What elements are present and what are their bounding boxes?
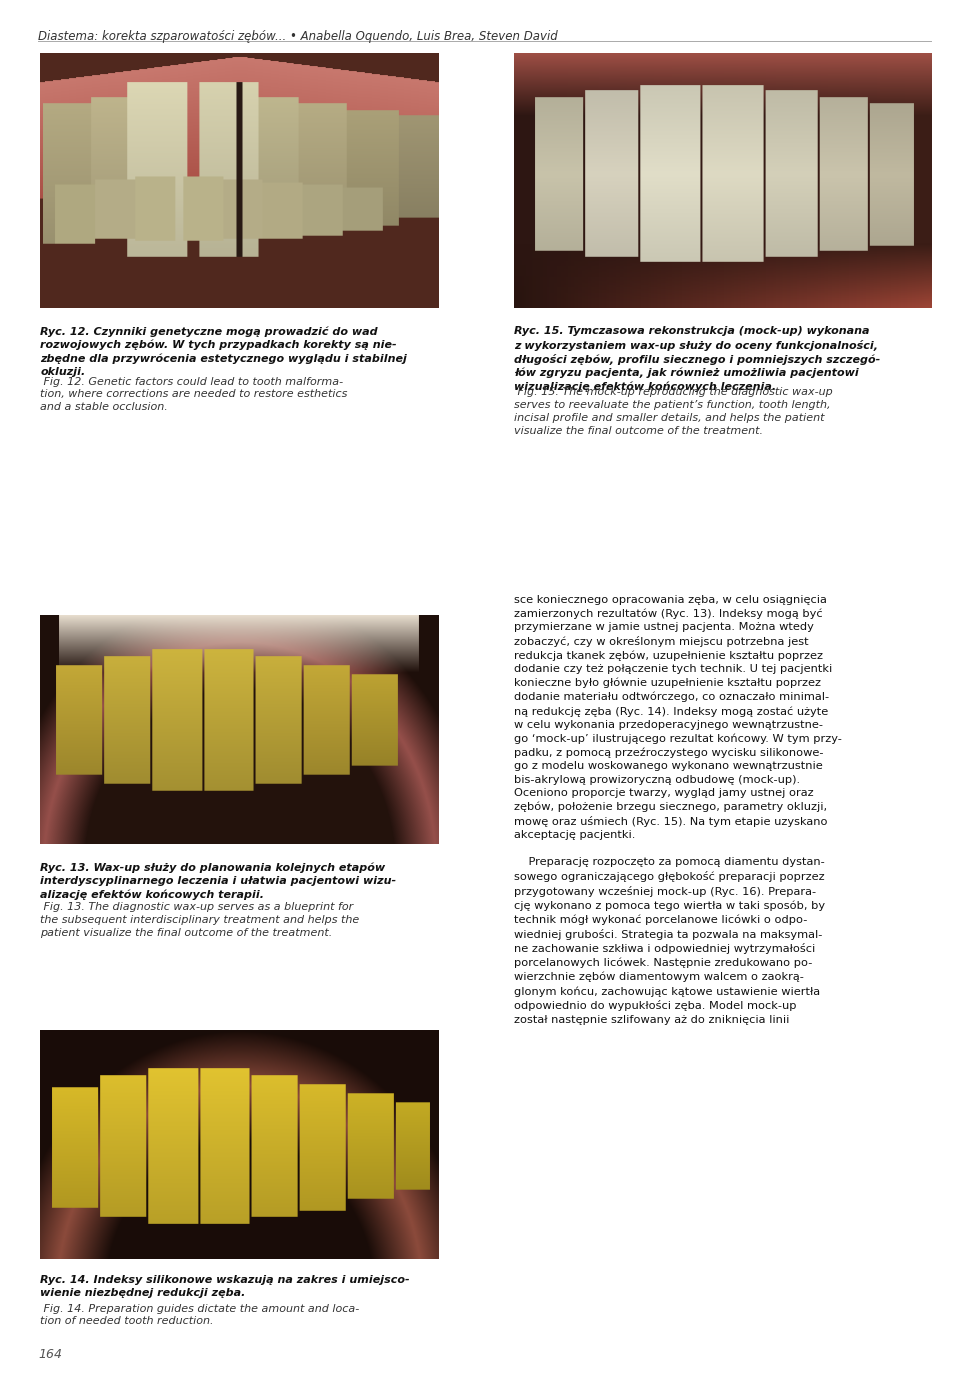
Text: 13: 13 xyxy=(412,822,431,835)
Text: sce koniecznego opracowania zęba, w celu osiągnięcia
zamierzonych rezultatów (Ry: sce koniecznego opracowania zęba, w celu… xyxy=(514,595,842,1025)
Text: Fig. 13. The diagnostic wax-up serves as a blueprint for
the subsequent interdis: Fig. 13. The diagnostic wax-up serves as… xyxy=(40,902,360,938)
Text: 14: 14 xyxy=(412,1236,431,1250)
Text: Ryc. 13. Wax-up służy do planowania kolejnych etapów
interdyscyplinarnego leczen: Ryc. 13. Wax-up służy do planowania kole… xyxy=(40,863,396,900)
Text: Fig. 14. Preparation guides dictate the amount and loca-
tion of needed tooth re: Fig. 14. Preparation guides dictate the … xyxy=(40,1304,360,1326)
Text: Ryc. 12. Czynniki genetyczne mogą prowadzić do wad
rozwojowych zębów. W tych prz: Ryc. 12. Czynniki genetyczne mogą prowad… xyxy=(40,326,407,376)
Text: 15: 15 xyxy=(904,286,924,300)
Text: Diastema: korekta szparowatości zębów... • Anabella Oquendo, Luis Brea, Steven D: Diastema: korekta szparowatości zębów...… xyxy=(38,30,558,43)
Text: Ryc. 15. Tymczasowa rekonstrukcja (mock-up) wykonana
z wykorzystaniem wax-up słu: Ryc. 15. Tymczasowa rekonstrukcja (mock-… xyxy=(514,326,880,391)
Text: 164: 164 xyxy=(38,1348,62,1361)
Text: Fig. 12. Genetic factors could lead to tooth malforma-
tion, where corrections a: Fig. 12. Genetic factors could lead to t… xyxy=(40,376,348,412)
Text: Ryc. 14. Indeksy silikonowe wskazują na zakres i umiejsco-
wienie niezbędnej red: Ryc. 14. Indeksy silikonowe wskazują na … xyxy=(40,1275,410,1297)
Text: Fig. 15. The mock-up reproducing the diagnostic wax-up
serves to reevaluate the : Fig. 15. The mock-up reproducing the dia… xyxy=(514,387,832,436)
Text: 12: 12 xyxy=(412,286,431,300)
